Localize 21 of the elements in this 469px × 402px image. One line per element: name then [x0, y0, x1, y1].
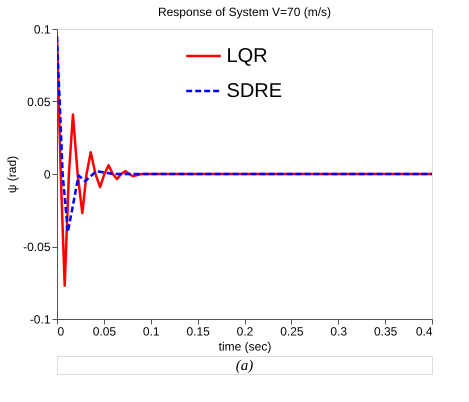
x-tick-label: 0.15	[186, 324, 210, 338]
x-tick-label: 0	[58, 324, 64, 338]
x-tick-label: 0.35	[374, 324, 398, 338]
x-tick-label: 0.4	[416, 324, 433, 338]
y-tick-label: -0.1	[30, 312, 51, 326]
y-tick-label: 0.05	[27, 95, 51, 109]
x-tick-label: 0.3	[330, 324, 348, 338]
chart-title: Response of System V=70 (m/s)	[158, 5, 332, 19]
x-tick-label: 0.25	[280, 324, 304, 338]
x-tick-label: 0.2	[236, 324, 254, 338]
y-axis-title: ψ (rad)	[5, 156, 20, 194]
y-tick-label: 0.1	[34, 22, 51, 36]
y-tick-label: -0.05	[23, 240, 51, 254]
legend-label: SDRE	[226, 80, 282, 102]
legend-label: LQR	[226, 45, 268, 67]
line-series	[57, 35, 432, 234]
text: (a)	[236, 358, 254, 374]
y-tick-label: 0	[44, 168, 51, 182]
x-tick-label: 0.05	[92, 324, 116, 338]
x-tick-label: 0.1	[142, 324, 160, 338]
x-axis-title: time (sec)	[218, 340, 272, 354]
